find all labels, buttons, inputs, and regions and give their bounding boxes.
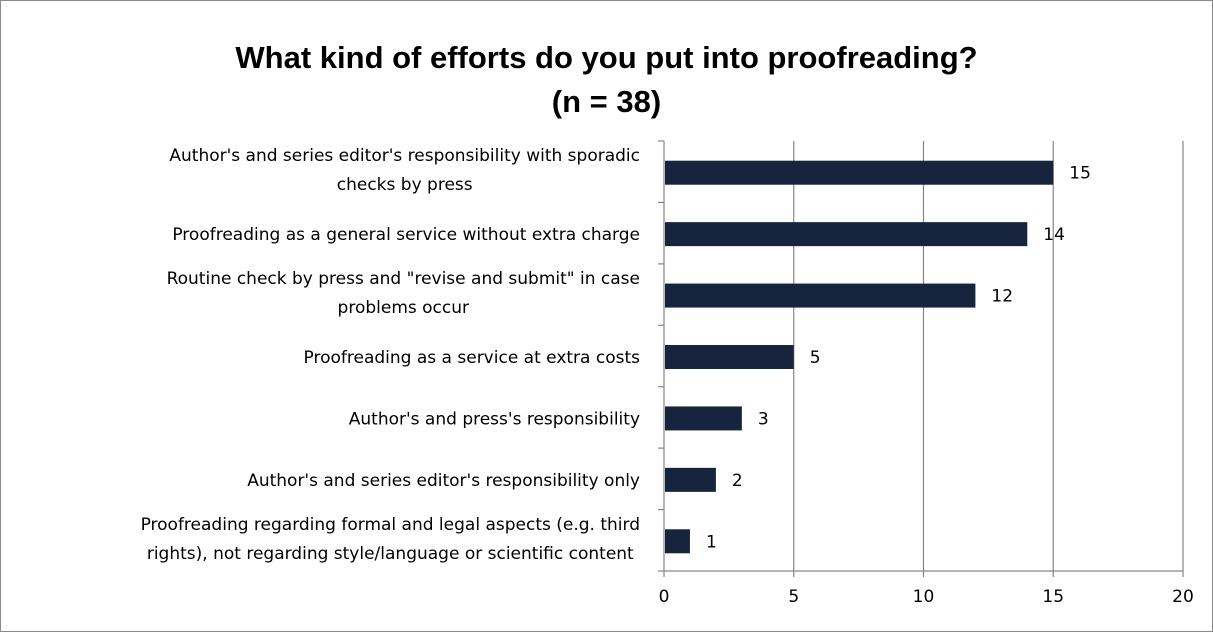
data-label: 14 [1043, 225, 1065, 245]
data-labels: 15 14 12 5 3 2 1 [706, 164, 1091, 553]
category-label-line: checks by press [337, 175, 473, 195]
x-tick-labels: 0 5 10 15 20 [659, 587, 1194, 607]
category-label: Routine check by press and "revise and s… [167, 269, 640, 318]
bar [665, 345, 794, 369]
category-label-line: Author's and press's responsibility [349, 409, 640, 429]
data-label: 5 [810, 348, 821, 368]
gridlines [793, 141, 1184, 571]
category-label-line: Proofreading as a general service withou… [172, 225, 640, 245]
x-tick-label: 15 [1042, 587, 1064, 607]
category-label: Proofreading as a service at extra costs [304, 348, 641, 368]
x-tick-label: 10 [913, 587, 935, 607]
chart-subtitle: (n = 38) [551, 84, 662, 119]
data-label: 2 [732, 471, 743, 491]
bar [665, 160, 1054, 185]
bar [665, 283, 976, 308]
category-label-line: Routine check by press and "revise and s… [167, 269, 640, 289]
category-label-line: rights), not regarding style/language or… [147, 544, 634, 564]
bar [665, 222, 1028, 247]
data-label: 15 [1069, 164, 1091, 184]
category-label-line: Author's and series editor's responsibil… [169, 146, 640, 166]
x-tick-label: 5 [788, 587, 799, 607]
bar [665, 467, 716, 492]
category-label-line: Author's and series editor's responsibil… [247, 471, 640, 491]
category-label: Proofreading as a general service withou… [172, 225, 640, 245]
category-label: Proofreading regarding formal and legal … [141, 515, 640, 564]
bar [665, 406, 742, 431]
category-label-line: problems occur [338, 298, 469, 318]
category-labels: Author's and series editor's responsibil… [141, 146, 641, 564]
category-label: Author's and press's responsibility [349, 409, 640, 429]
category-label-line: Proofreading regarding formal and legal … [141, 515, 640, 535]
x-tick-label: 0 [659, 587, 670, 607]
x-tick-label: 20 [1172, 587, 1194, 607]
data-label: 1 [706, 532, 717, 552]
category-label-line: Proofreading as a service at extra costs [304, 348, 641, 368]
bar [665, 529, 690, 554]
axes [658, 140, 1184, 577]
data-label: 12 [991, 287, 1013, 307]
category-label: Author's and series editor's responsibil… [169, 146, 640, 195]
chart-title: What kind of efforts do you put into pro… [235, 40, 978, 75]
data-label: 3 [758, 409, 769, 429]
bars [665, 160, 1054, 554]
category-label: Author's and series editor's responsibil… [247, 471, 640, 491]
